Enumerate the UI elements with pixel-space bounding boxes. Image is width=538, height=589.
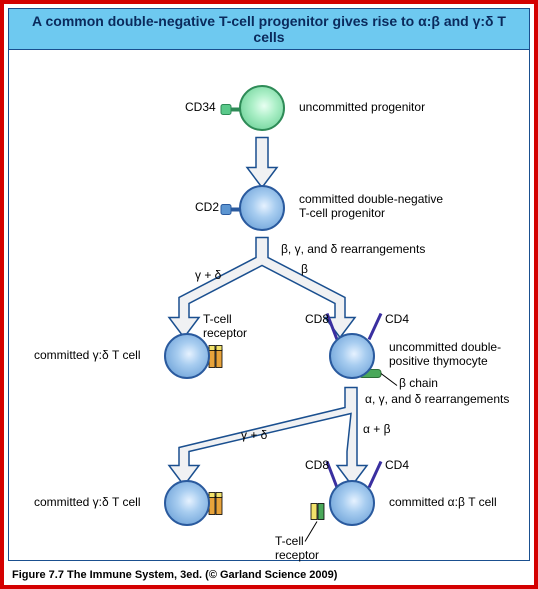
dp-cd4: [369, 314, 381, 340]
lbl-path-gd-1: γ + δ: [195, 268, 221, 282]
cell-ab: [329, 480, 375, 526]
lbl-path-b: β: [301, 262, 308, 276]
beta-chain-leader: [381, 374, 397, 386]
ab-cd4: [369, 462, 381, 488]
lbl-path-ab: α + β: [363, 422, 391, 436]
figure-title: A common double-negative T-cell progenit…: [32, 13, 506, 45]
arrow-1: [247, 138, 277, 188]
lbl-dp-cd4: CD4: [385, 312, 409, 326]
lbl-committed-gd-2: committed γ:δ T cell: [34, 495, 140, 509]
lbl-committed-ab: committed α:β T cell: [389, 495, 497, 509]
lbl-tcr-1: T-cell receptor: [203, 312, 247, 341]
tcr-ab: [311, 504, 324, 520]
cell-dp: [329, 333, 375, 379]
title-bar: A common double-negative T-cell progenit…: [9, 9, 529, 50]
arrow-branch-2: [169, 388, 367, 486]
lbl-committed-gd-1: committed γ:δ T cell: [34, 348, 140, 362]
lbl-dp-cd8: CD8: [305, 312, 329, 326]
lbl-rearr2: α, γ, and δ rearrangements: [365, 392, 509, 406]
cell-gd2: [164, 480, 210, 526]
cell-progenitor: [239, 85, 285, 131]
lbl-beta-chain: β chain: [399, 376, 438, 390]
lbl-tcr-2: T-cell receptor: [275, 534, 319, 563]
figure-frame: A common double-negative T-cell progenit…: [0, 0, 538, 589]
lbl-cd34: CD34: [185, 100, 216, 114]
lbl-dp: uncommitted double- positive thymocyte: [389, 340, 501, 369]
tcr-gd2: [209, 493, 222, 515]
lbl-ab-cd8: CD8: [305, 458, 329, 472]
lbl-ab-cd4: CD4: [385, 458, 409, 472]
lbl-cd2: CD2: [195, 200, 219, 214]
figure-panel: A common double-negative T-cell progenit…: [8, 8, 530, 561]
lbl-rearr1: β, γ, and δ rearrangements: [281, 242, 425, 256]
diagram-stage: CD34 uncommitted progenitor CD2 committe…: [9, 50, 529, 573]
lbl-uncommitted-prog: uncommitted progenitor: [299, 100, 425, 114]
lbl-path-gd-2: γ + δ: [241, 428, 267, 442]
cell-dn: [239, 185, 285, 231]
figure-caption: Figure 7.7 The Immune System, 3ed. (© Ga…: [12, 569, 337, 581]
lbl-dn: committed double-negative T-cell progeni…: [299, 192, 443, 221]
cd2-marker-tip: [221, 205, 231, 215]
cd34-marker-tip: [221, 105, 231, 115]
tcr-gd1: [209, 346, 222, 368]
